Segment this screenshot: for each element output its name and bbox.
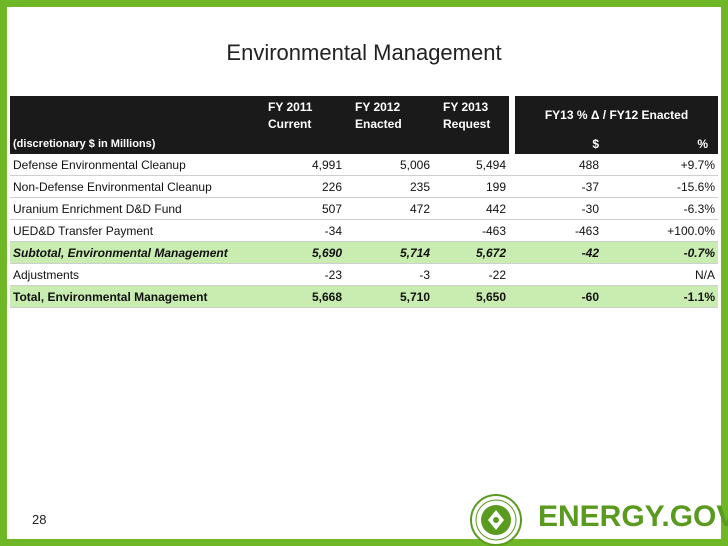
cell-fy2011: 5,668 (265, 286, 345, 308)
cell-fy2011: 226 (265, 176, 345, 198)
cell-fy2012: 5,006 (345, 154, 433, 176)
slide-panel (7, 7, 721, 539)
row-label: Subtotal, Environmental Management (10, 242, 265, 264)
cell-delta-percent: -0.7% (621, 242, 718, 264)
cell-delta-dollar: 488 (515, 154, 621, 176)
cell-delta-percent: +9.7% (621, 154, 718, 176)
units-dollar: $ (515, 133, 621, 154)
header-delta: FY13 % Δ / FY12 Enacted (515, 96, 718, 133)
cell-delta-dollar: -37 (515, 176, 621, 198)
cell-delta-percent: +100.0% (621, 220, 718, 242)
cell-fy2013: 5,672 (433, 242, 509, 264)
row-label: Uranium Enrichment D&D Fund (10, 198, 265, 220)
cell-delta-dollar: -463 (515, 220, 621, 242)
doe-seal-icon (470, 494, 522, 546)
cell-delta-percent: N/A (621, 264, 718, 286)
cell-delta-percent: -6.3% (621, 198, 718, 220)
header-fy2012: FY 2012 Enacted (345, 96, 433, 133)
cell-fy2013: 5,494 (433, 154, 509, 176)
total-row: Total, Environmental Management 5,668 5,… (10, 286, 718, 308)
cell-fy2012: 5,714 (345, 242, 433, 264)
cell-delta-percent: -1.1% (621, 286, 718, 308)
table-row: Uranium Enrichment D&D Fund 507 472 442 … (10, 198, 718, 220)
cell-fy2013: -22 (433, 264, 509, 286)
page-number: 28 (32, 512, 47, 527)
units-blank-1 (265, 133, 345, 154)
cell-fy2011: 4,991 (265, 154, 345, 176)
row-label: Adjustments (10, 264, 265, 286)
cell-delta-dollar: -42 (515, 242, 621, 264)
table-row: Non-Defense Environmental Cleanup 226 23… (10, 176, 718, 198)
header-fy2011-year: FY 2011 (268, 100, 313, 114)
header-fy2012-status: Enacted (355, 117, 402, 131)
header-gap (509, 96, 515, 133)
header-fy2012-year: FY 2012 (355, 100, 401, 114)
header-blank (10, 96, 265, 133)
energy-gov-logo: ENERGY.GOV (538, 500, 728, 533)
cell-gap (509, 286, 515, 308)
table-row: Defense Environmental Cleanup 4,991 5,00… (10, 154, 718, 176)
header-fy2011-status: Current (268, 117, 312, 131)
row-label: Non-Defense Environmental Cleanup (10, 176, 265, 198)
header-row: FY 2011 Current FY 2012 Enacted FY 2013 … (10, 96, 718, 133)
units-percent: % (621, 133, 718, 154)
cell-fy2011: 5,690 (265, 242, 345, 264)
cell-gap (509, 242, 515, 264)
header-fy2013: FY 2013 Request (433, 96, 509, 133)
cell-fy2011: -34 (265, 220, 345, 242)
cell-gap (509, 198, 515, 220)
row-label: Defense Environmental Cleanup (10, 154, 265, 176)
cell-fy2012 (345, 220, 433, 242)
cell-fy2012: -3 (345, 264, 433, 286)
cell-delta-dollar: -60 (515, 286, 621, 308)
header-fy2013-status: Request (443, 117, 491, 131)
cell-fy2011: 507 (265, 198, 345, 220)
budget-table: FY 2011 Current FY 2012 Enacted FY 2013 … (10, 96, 718, 308)
cell-fy2012: 235 (345, 176, 433, 198)
subtotal-row: Subtotal, Environmental Management 5,690… (10, 242, 718, 264)
cell-delta-dollar: -30 (515, 198, 621, 220)
header-fy2011: FY 2011 Current (265, 96, 345, 133)
cell-delta-dollar (515, 264, 621, 286)
units-blank-3 (433, 133, 509, 154)
cell-fy2013: 5,650 (433, 286, 509, 308)
row-label: Total, Environmental Management (10, 286, 265, 308)
table-row: UED&D Transfer Payment -34 -463 -463 +10… (10, 220, 718, 242)
units-gap (509, 133, 515, 154)
slide-title: Environmental Management (226, 40, 502, 65)
units-row: (discretionary $ in Millions) $ % (10, 133, 718, 154)
cell-delta-percent: -15.6% (621, 176, 718, 198)
cell-fy2011: -23 (265, 264, 345, 286)
cell-gap (509, 264, 515, 286)
units-blank-2 (345, 133, 433, 154)
cell-fy2013: 199 (433, 176, 509, 198)
header-fy2013-year: FY 2013 (443, 100, 489, 114)
cell-gap (509, 154, 515, 176)
cell-fy2013: 442 (433, 198, 509, 220)
row-label: UED&D Transfer Payment (10, 220, 265, 242)
cell-gap (509, 176, 515, 198)
cell-fy2012: 5,710 (345, 286, 433, 308)
units-label: (discretionary $ in Millions) (10, 133, 265, 154)
cell-gap (509, 220, 515, 242)
cell-fy2013: -463 (433, 220, 509, 242)
cell-fy2012: 472 (345, 198, 433, 220)
table-row: Adjustments -23 -3 -22 N/A (10, 264, 718, 286)
